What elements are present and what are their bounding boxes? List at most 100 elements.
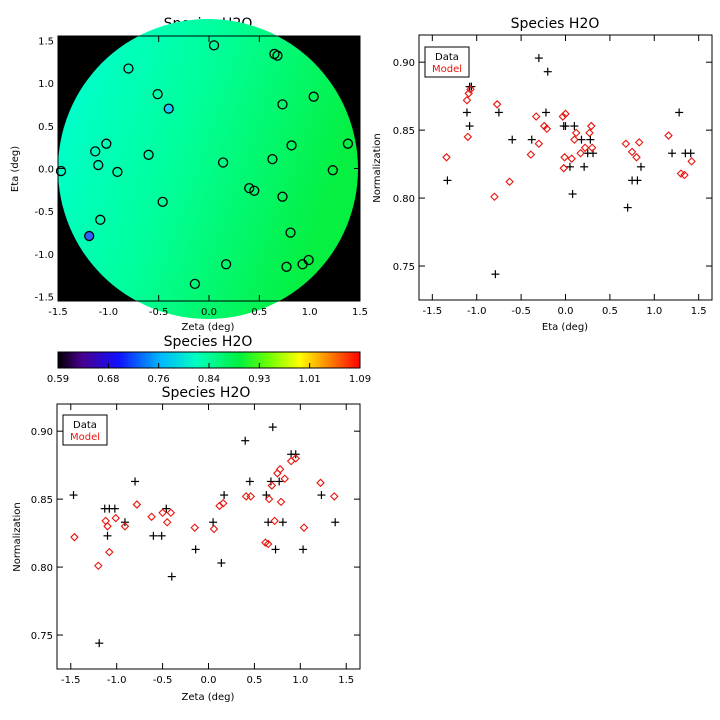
- map-point: [157, 196, 168, 207]
- map-point: [208, 40, 220, 51]
- zeta-legend-box: [62, 414, 108, 446]
- map-point: [267, 153, 278, 165]
- eta-model-point: [634, 138, 644, 147]
- colorbar-title: Species H2O: [164, 334, 253, 350]
- zeta-chart-title: Species H2O: [162, 385, 251, 401]
- map-point: [308, 91, 319, 102]
- zeta-model-point: [273, 469, 282, 478]
- eta-data-point: [636, 162, 645, 171]
- eta-legend-model: Model: [432, 64, 462, 75]
- map-y-tick-label: -1.0: [34, 250, 54, 261]
- eta-x-axis-label: Eta (deg): [542, 322, 588, 333]
- map-x-tick-label: -1.5: [48, 307, 68, 318]
- map-point: [277, 191, 288, 202]
- eta-data-point: [561, 122, 570, 131]
- zeta-data-point: [278, 518, 287, 527]
- zeta-model-point: [291, 454, 301, 463]
- map-point: [272, 50, 283, 61]
- colorbar-tick-label: 1.09: [349, 374, 371, 385]
- map-point: [277, 99, 288, 110]
- eta-data-point: [534, 54, 543, 63]
- map-y-axis-label: Eta (deg): [10, 146, 21, 192]
- eta-model-point: [490, 192, 499, 201]
- eta-data-point: [494, 108, 503, 117]
- eta-model-point: [559, 163, 569, 173]
- zeta-scatter-panel: Species H2O Data Model -1.5 -1.0 -0.5 0.0 0.…: [12, 385, 361, 703]
- zeta-model-point: [111, 513, 121, 523]
- zeta-x-tick-label: -1.0: [107, 675, 127, 686]
- eta-model-point: [560, 153, 569, 162]
- eta-model-point: [561, 109, 570, 119]
- zeta-x-axis-label: Zeta (deg): [182, 692, 235, 703]
- eta-data-point: [527, 135, 536, 144]
- zeta-data-point: [131, 477, 140, 486]
- eta-model-point: [664, 131, 673, 140]
- zeta-y-tick-label: 0.75: [31, 631, 53, 642]
- map-axes: -1.5 -1.0 -0.5 0.0 0.5 1.0 1.5 -1.5 -1.0 -0.5 0.0 0…: [34, 36, 368, 318]
- zeta-data-point: [245, 477, 254, 486]
- zeta-data-point: [220, 491, 229, 500]
- zeta-model-point: [166, 508, 176, 517]
- zeta-axes: -1.5 -1.0 -0.5 0.0 0.5 1.0 1.5 0.75 0.80 0.85 0.90: [31, 404, 360, 686]
- eta-x-tick-label: 1.0: [646, 306, 662, 317]
- eta-model-point: [571, 128, 581, 138]
- eta-y-axis-label: Normalization: [372, 133, 383, 203]
- eta-x-tick-label: -0.5: [511, 306, 531, 317]
- eta-model-point: [531, 112, 541, 121]
- eta-model-point: [534, 139, 544, 148]
- eta-axes: -1.5 -1.0 -0.5 0.0 0.5 1.0 1.5 0.75 0.80 0.85 0.90: [393, 35, 712, 317]
- field-map-panel: Species H2O -1.5-1.0-0.50.00.51.01.5-1.5…: [10, 16, 368, 333]
- eta-data-point: [565, 162, 574, 171]
- eta-data-point: [508, 135, 517, 144]
- eta-data-point: [668, 149, 677, 158]
- zeta-x-tick-label: 0.0: [201, 675, 217, 686]
- eta-model-point: [580, 143, 590, 153]
- zeta-model-point: [275, 464, 285, 474]
- map-point: [249, 185, 260, 196]
- eta-model-point: [687, 157, 696, 166]
- eta-model-point: [542, 124, 552, 134]
- zeta-model-point: [70, 532, 79, 542]
- zeta-model-point: [267, 481, 277, 490]
- eta-model-point: [676, 169, 686, 178]
- map-point: [285, 227, 296, 238]
- map-point: [217, 157, 229, 168]
- zeta-model-point: [316, 478, 325, 488]
- colorbar-tick-label: 0.93: [248, 374, 270, 385]
- map-x-tick-label: 1.0: [302, 307, 318, 318]
- zeta-data-point: [209, 518, 218, 527]
- map-point: [189, 278, 201, 290]
- map-point: [281, 261, 292, 272]
- eta-data-point: [462, 108, 471, 117]
- map-x-tick-label: -1.0: [99, 307, 119, 318]
- eta-data-point: [543, 67, 552, 76]
- zeta-x-tick-label: 1.0: [292, 675, 308, 686]
- zeta-y-tick-label: 0.80: [31, 563, 53, 574]
- eta-x-tick-label: 0.0: [558, 306, 574, 317]
- field-disk: [58, 19, 358, 319]
- zeta-model-point: [162, 517, 172, 527]
- zeta-legend-data: Data: [73, 420, 97, 431]
- map-x-tick-label: -0.5: [149, 307, 169, 318]
- zeta-model-point: [286, 456, 296, 466]
- eta-model-point: [463, 132, 473, 142]
- zeta-model-point: [147, 512, 156, 522]
- map-point: [143, 149, 154, 160]
- eta-data-point: [623, 203, 632, 212]
- zeta-data-point: [162, 504, 171, 513]
- map-x-tick-label: 0.0: [201, 307, 217, 318]
- map-y-tick-label: -1.5: [34, 293, 54, 304]
- zeta-data-point: [217, 559, 226, 567]
- zeta-legend: Data Model: [62, 414, 108, 446]
- eta-model-point: [462, 95, 472, 105]
- zeta-data-point: [331, 518, 340, 527]
- map-point: [303, 254, 314, 266]
- zeta-model-point: [209, 524, 219, 534]
- eta-chart-title: Species H2O: [511, 16, 600, 32]
- eta-model-point: [632, 153, 641, 162]
- zeta-data-point: [299, 545, 308, 554]
- zeta-x-tick-label: -1.5: [61, 675, 81, 686]
- eta-model-point: [585, 128, 594, 138]
- zeta-model-point: [264, 494, 274, 504]
- map-y-tick-label: 0.5: [38, 122, 54, 133]
